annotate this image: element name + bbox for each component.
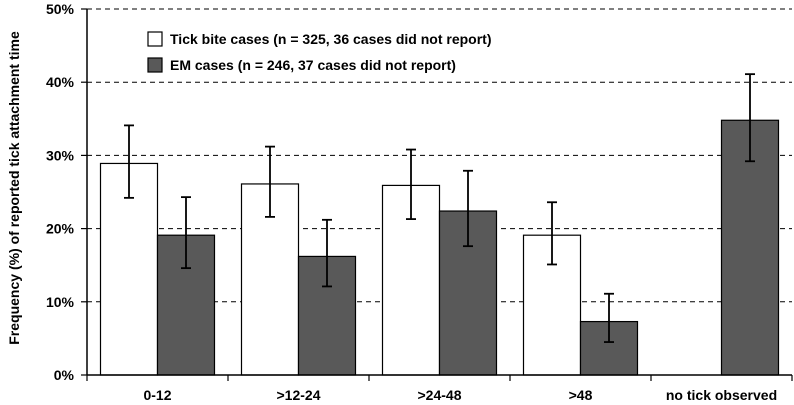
x-axis-ticks: 0-12 >12-24 >24-48 >48 no tick observed <box>86 375 793 403</box>
y-tick-label: 40% <box>46 74 75 90</box>
gridlines <box>87 8 792 303</box>
y-tick-label: 50% <box>46 1 75 17</box>
x-tick-label: 0-12 <box>143 387 171 403</box>
y-tick-label: 30% <box>46 147 75 163</box>
error-bars <box>124 73 755 343</box>
legend: Tick bite cases (n = 325, 36 cases did n… <box>147 31 492 73</box>
legend-swatch <box>147 57 163 73</box>
y-axis-ticks: 0% 10% 20% 30% 40% 50% <box>46 1 87 383</box>
bar-em-4 <box>720 119 780 376</box>
x-tick-label: >24-48 <box>418 387 462 403</box>
axes <box>86 9 792 376</box>
y-tick-label: 20% <box>46 221 75 237</box>
bars <box>99 119 780 376</box>
x-tick-label: >48 <box>569 387 593 403</box>
y-tick-label: 10% <box>46 294 75 310</box>
legend-label: EM cases (n = 246, 37 cases did not repo… <box>170 57 456 73</box>
y-tick-label: 0% <box>54 367 75 383</box>
x-tick-label: no tick observed <box>666 387 777 403</box>
x-tick-label: >12-24 <box>277 387 321 403</box>
legend-label: Tick bite cases (n = 325, 36 cases did n… <box>170 31 492 47</box>
y-axis-label: Frequency (%) of reported tick attachmen… <box>6 31 22 345</box>
legend-swatch <box>147 31 163 47</box>
